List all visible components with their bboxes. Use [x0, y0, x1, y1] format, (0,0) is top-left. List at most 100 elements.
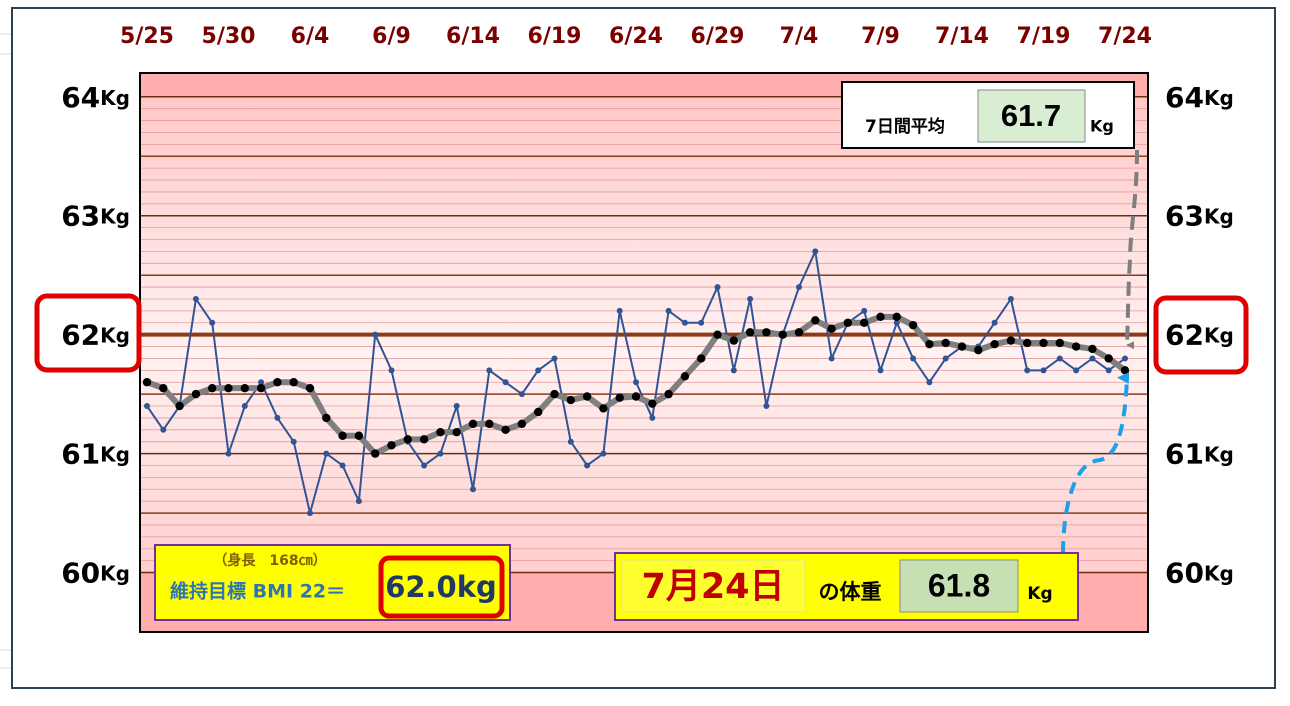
data-point	[680, 372, 690, 381]
data-point	[419, 435, 429, 444]
data-point	[225, 450, 232, 457]
y-tick-unit: Kg	[100, 204, 130, 228]
data-point	[796, 284, 802, 291]
x-tick-label: 6/4	[291, 24, 330, 49]
data-point	[584, 462, 591, 469]
data-point	[388, 367, 395, 374]
y-tick-number: 61	[1165, 438, 1204, 471]
data-point	[910, 355, 917, 362]
y-tick-unit: Kg	[1204, 85, 1234, 109]
data-point	[470, 486, 476, 493]
data-point	[387, 441, 396, 450]
x-tick-label: 6/24	[609, 24, 663, 49]
data-point	[486, 367, 493, 374]
data-point	[485, 419, 494, 429]
data-point	[1006, 336, 1016, 345]
data-point	[908, 320, 918, 330]
today-box: 7月24日 の体重 61.8 Kg	[614, 552, 1079, 621]
y-tick-label-right: 64Kg	[1165, 81, 1234, 114]
data-point	[648, 399, 657, 408]
y-tick-unit: Kg	[1204, 204, 1234, 228]
data-point	[991, 319, 998, 326]
data-point	[877, 367, 884, 374]
data-point	[436, 427, 445, 437]
data-point	[289, 378, 298, 387]
data-point	[1007, 295, 1014, 302]
data-point	[778, 330, 787, 339]
data-point	[274, 414, 281, 421]
data-point	[1040, 367, 1047, 374]
data-point	[616, 307, 623, 314]
marks	[142, 248, 1130, 517]
y-tick-number: 64	[1165, 81, 1204, 114]
data-point	[714, 284, 721, 291]
y-tick-number: 63	[1165, 200, 1204, 233]
data-point	[763, 403, 770, 410]
today-arrow	[1061, 372, 1130, 554]
y-tick-number: 62	[1165, 319, 1204, 352]
data-point	[501, 425, 510, 435]
data-point	[926, 379, 933, 386]
x-tick-label: 5/25	[120, 24, 174, 49]
data-point	[828, 355, 835, 362]
data-point	[191, 389, 201, 399]
data-point	[338, 431, 347, 440]
data-point	[567, 438, 574, 445]
y-tick-label-right: 61Kg	[1165, 438, 1234, 471]
data-point	[192, 295, 199, 302]
x-tick-label: 7/9	[861, 24, 900, 49]
data-point	[258, 379, 265, 386]
data-point	[339, 462, 346, 469]
average-arrow	[1125, 149, 1139, 350]
data-point	[942, 355, 949, 362]
data-point	[1055, 338, 1065, 348]
height-note: （身長 168㎝）	[213, 552, 326, 569]
x-tick-label: 6/9	[372, 24, 411, 49]
data-point	[1024, 367, 1031, 374]
x-tick-label: 7/24	[1098, 24, 1152, 49]
data-point	[372, 331, 379, 338]
average-value: 61.7	[1001, 98, 1061, 133]
average-value-box	[977, 89, 1086, 143]
data-point	[1122, 355, 1128, 362]
data-point	[550, 389, 559, 399]
y-tick-number: 63	[61, 200, 100, 233]
y-tick-label-right: 63Kg	[1165, 200, 1234, 233]
data-point	[142, 378, 152, 387]
data-point	[159, 383, 168, 393]
x-tick-label: 7/4	[780, 24, 819, 49]
y-tick-unit: Kg	[100, 85, 130, 109]
y-tick-number: 61	[61, 438, 100, 471]
y-tick-unit: Kg	[1204, 561, 1234, 585]
average-label: 7日間平均	[865, 116, 945, 137]
y-tick-unit: Kg	[1204, 442, 1234, 466]
data-point	[534, 407, 543, 417]
data-point	[925, 339, 934, 349]
y-tick-label-left: 63Kg	[61, 200, 130, 233]
data-point	[209, 319, 216, 326]
data-point	[1039, 338, 1048, 348]
data-point	[664, 389, 673, 399]
data-point	[273, 378, 282, 387]
data-point	[240, 383, 249, 393]
data-point	[892, 312, 901, 322]
data-point	[729, 336, 738, 345]
data-point	[649, 414, 656, 421]
data-point	[861, 307, 868, 314]
target-box: （身長 168㎝） 維持目標 BMI 22＝ 62.0kg	[154, 544, 511, 621]
today-unit: Kg	[1027, 584, 1052, 604]
y-tick-number: 64	[61, 81, 100, 114]
y-tick-number: 60	[61, 557, 100, 590]
y-tick-unit: Kg	[100, 442, 130, 466]
data-point	[811, 316, 820, 325]
data-point	[371, 449, 380, 458]
data-point	[323, 450, 330, 457]
data-point	[1120, 366, 1130, 375]
y-tick-number: 62	[61, 319, 100, 352]
data-point	[453, 403, 460, 410]
data-point	[600, 450, 607, 457]
y-tick-label-left: 61Kg	[61, 438, 130, 471]
y-tick-label-right: 60Kg	[1165, 557, 1234, 590]
